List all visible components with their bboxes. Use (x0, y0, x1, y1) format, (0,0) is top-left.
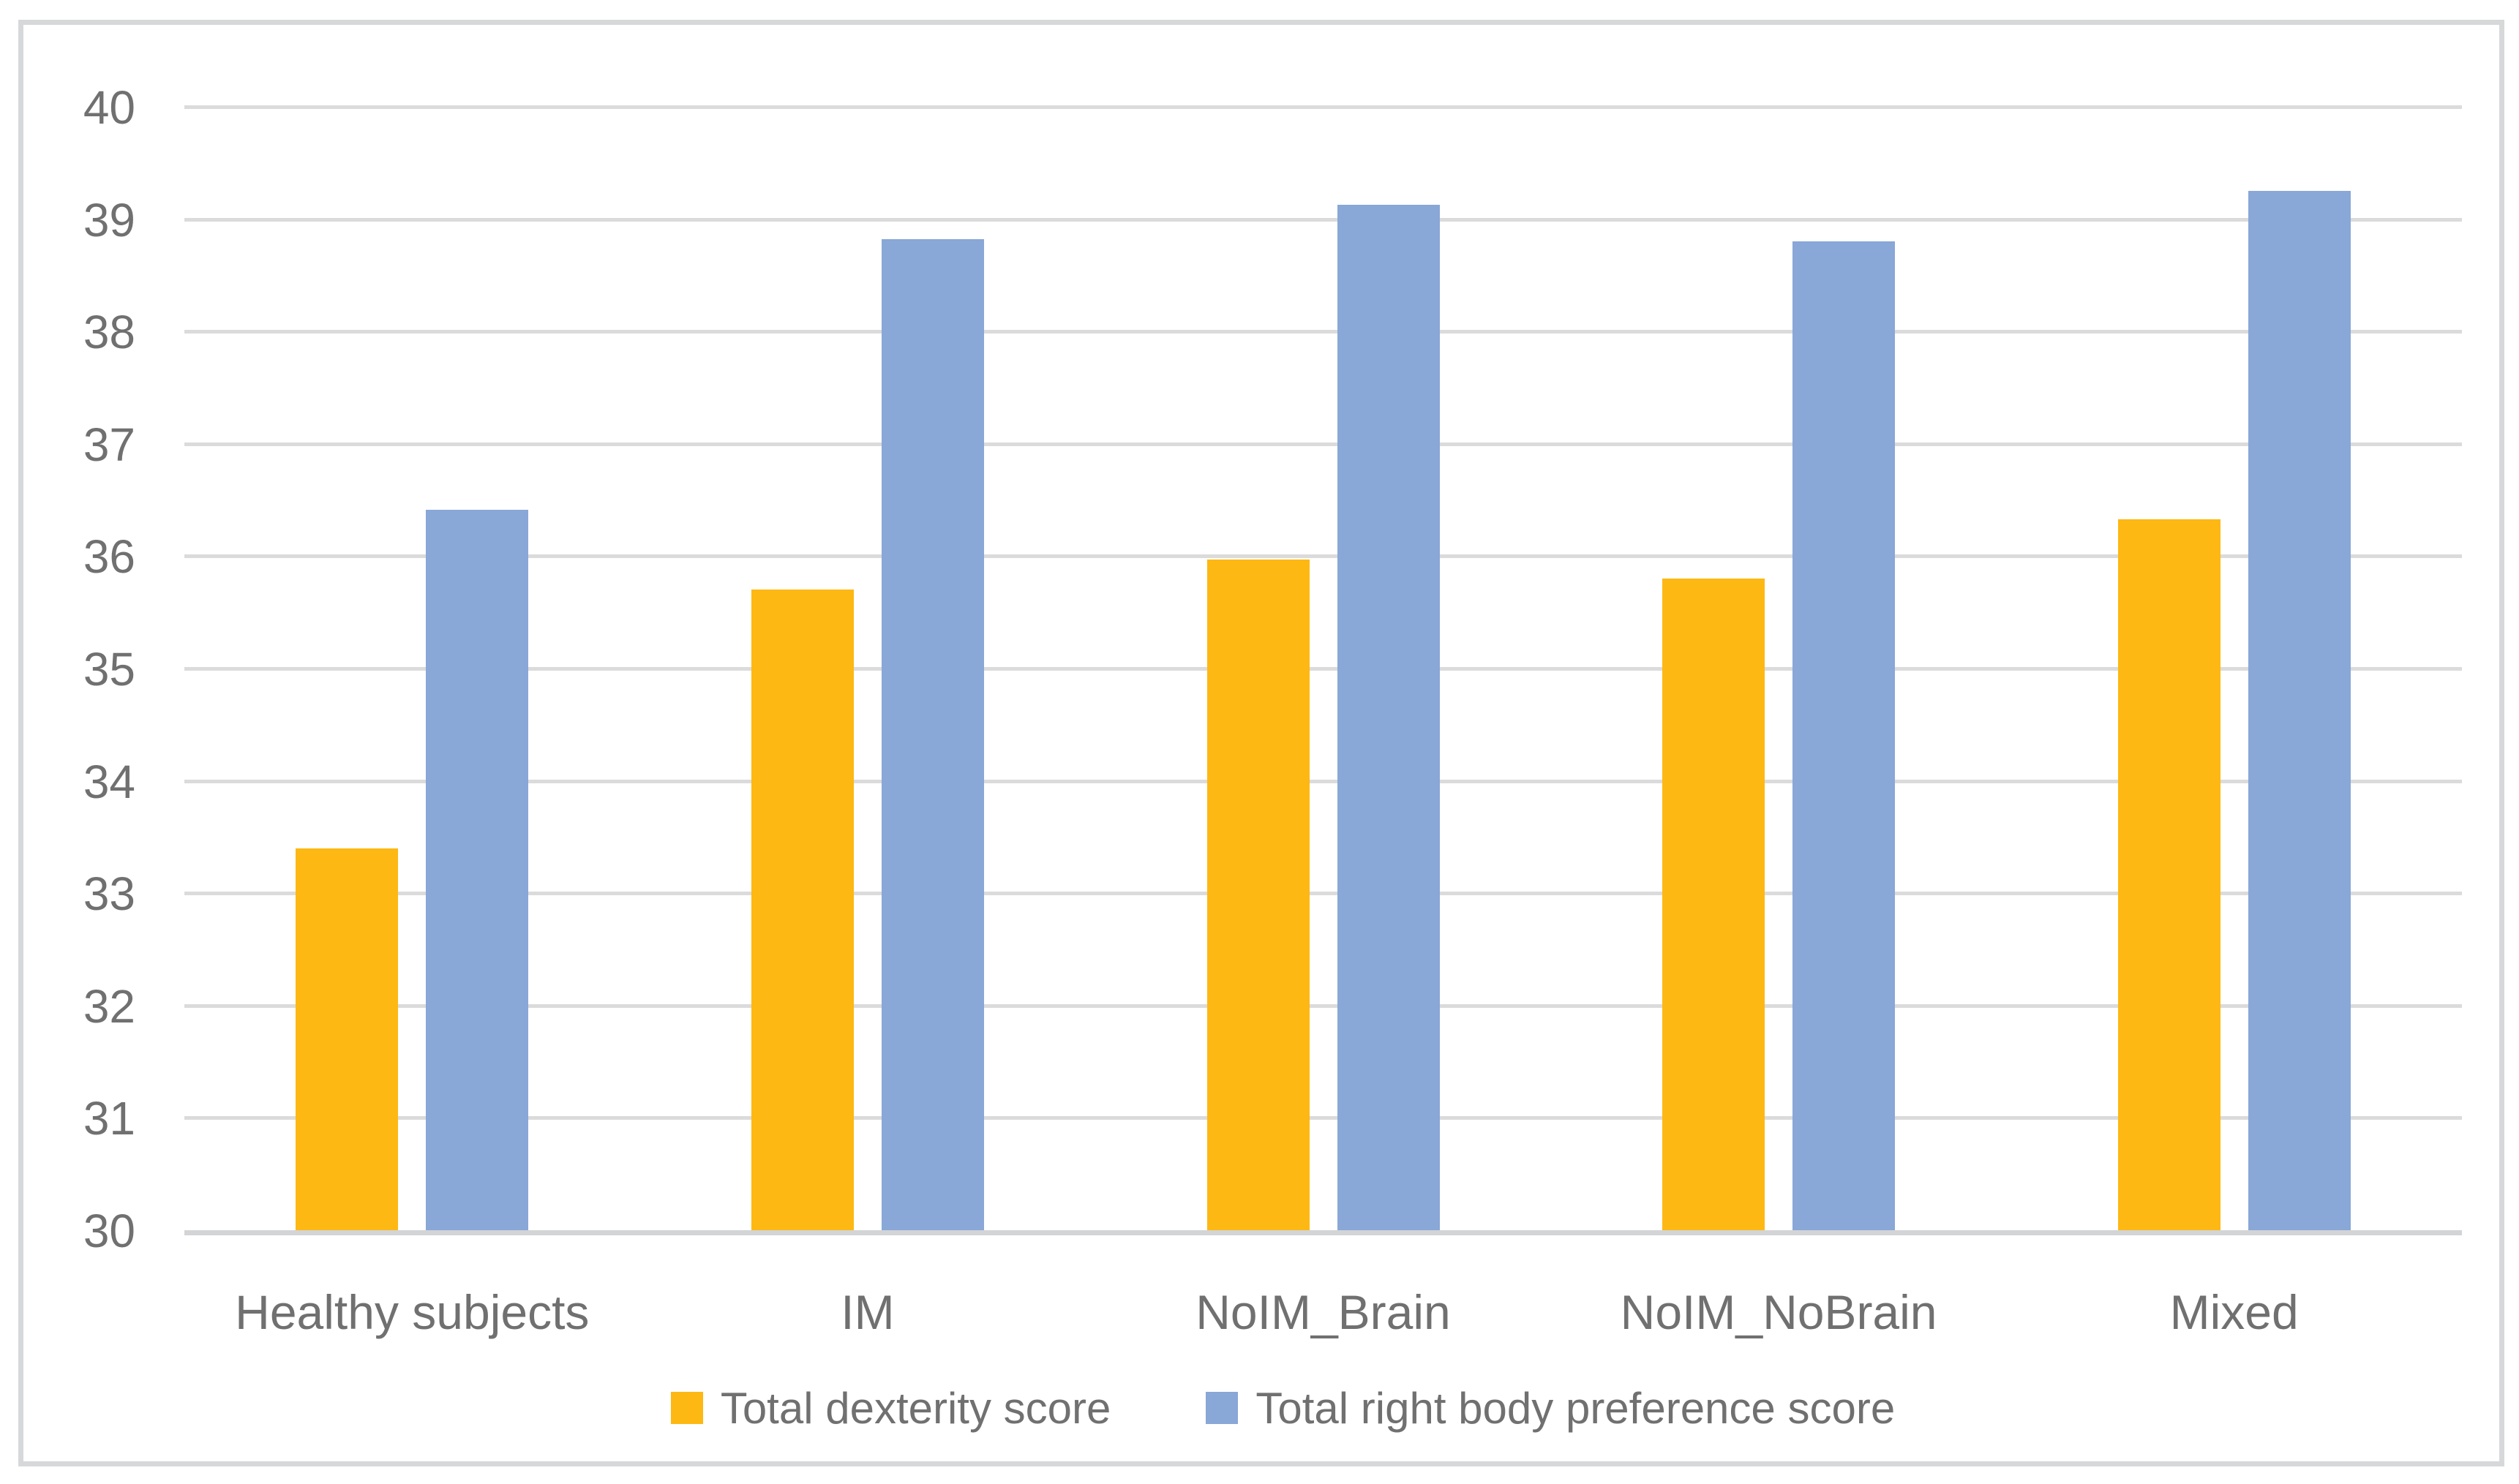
x-axis-line (184, 1230, 2462, 1235)
x-label-noim-nobrain: NoIM_NoBrain (1620, 1285, 1937, 1339)
gridline-y-35 (184, 667, 2462, 671)
y-tick-label-39: 39 (83, 193, 135, 246)
y-tick-label-35: 35 (83, 643, 135, 696)
gridline-y-32 (184, 1003, 2462, 1008)
y-tick-label-36: 36 (83, 530, 135, 584)
bar-total-right-body-preference-score-mixed (2248, 191, 2351, 1232)
y-tick-label-32: 32 (83, 979, 135, 1033)
bar-total-dexterity-score-noim-brain (1206, 560, 1310, 1232)
chart-frame: 30 31 32 33 34 35 36 37 38 39 40 Healthy subjects I… (18, 20, 2504, 1466)
gridline-y-38 (184, 330, 2462, 334)
gridline-y-40 (184, 105, 2462, 109)
gridline-y-33 (184, 892, 2462, 896)
gridline-y-36 (184, 554, 2462, 559)
y-tick-label-40: 40 (83, 81, 135, 134)
y-tick-label-38: 38 (83, 306, 135, 359)
legend-label-total-dexterity-score: Total dexterity score (720, 1383, 1111, 1433)
y-tick-label-34: 34 (83, 755, 135, 808)
bar-total-right-body-preference-score-im (881, 239, 984, 1232)
y-tick-label-33: 33 (83, 867, 135, 921)
legend-item-total-dexterity-score: Total dexterity score (670, 1383, 1111, 1434)
legend-swatch-total-right-body-preference-score (1206, 1392, 1239, 1424)
chart-legend: Total dexterity score Total right body pr… (23, 1382, 2519, 1434)
bar-total-dexterity-score-im (751, 590, 854, 1232)
x-label-im: IM (841, 1285, 895, 1339)
y-tick-label-31: 31 (83, 1092, 135, 1145)
legend-label-total-right-body-preference-score: Total right body preference score (1255, 1383, 1896, 1433)
gridline-y-37 (184, 442, 2462, 446)
bar-total-dexterity-score-healthy-subjects (296, 848, 399, 1232)
bar-total-dexterity-score-noim-nobrain (1662, 579, 1765, 1232)
x-label-mixed: Mixed (2169, 1285, 2299, 1339)
gridline-y-34 (184, 779, 2462, 783)
gridline-y-39 (184, 217, 2462, 222)
legend-item-total-right-body-preference-score: Total right body preference score (1206, 1383, 1895, 1434)
bar-total-right-body-preference-score-noim-nobrain (1792, 241, 1896, 1232)
bar-total-right-body-preference-score-noim-brain (1337, 204, 1440, 1232)
bar-total-right-body-preference-score-healthy-subjects (426, 510, 529, 1232)
y-tick-label-30: 30 (83, 1205, 135, 1257)
x-label-healthy-subjects: Healthy subjects (235, 1285, 590, 1339)
gridline-y-31 (184, 1116, 2462, 1120)
legend-swatch-total-dexterity-score (670, 1392, 703, 1424)
x-label-noim-brain: NoIM_Brain (1195, 1285, 1451, 1339)
y-tick-label-37: 37 (83, 418, 135, 471)
bar-total-dexterity-score-mixed (2117, 519, 2220, 1232)
